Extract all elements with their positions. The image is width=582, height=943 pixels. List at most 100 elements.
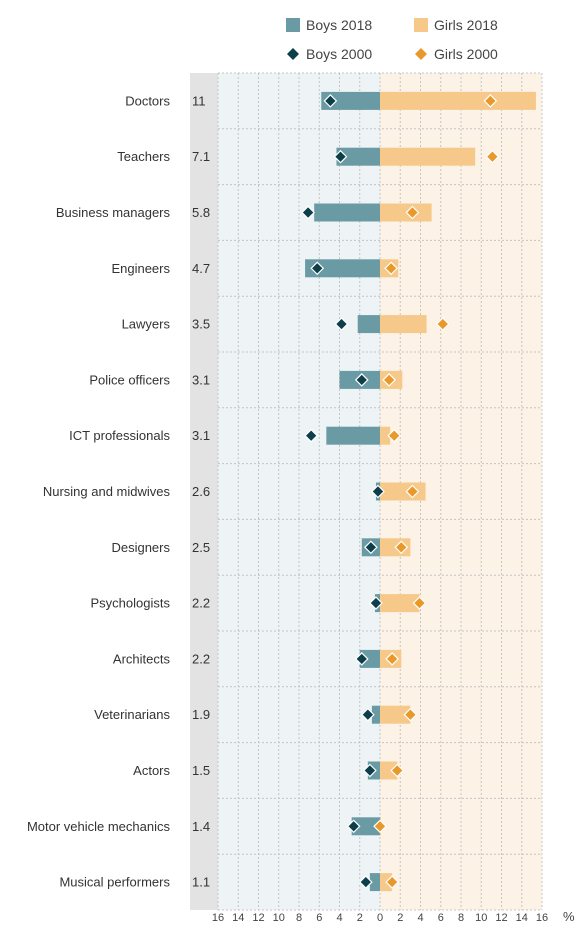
bar-girls-2018 [380, 705, 411, 724]
category-labels: Doctors Teachers Business managers Engineer… [27, 93, 171, 889]
total-label: 3.5 [192, 317, 210, 332]
bar-girls-2018 [380, 315, 427, 334]
x-tick-label: 6 [316, 912, 322, 924]
marker-girls-2000 [390, 763, 405, 778]
legend-label-girls-2018: Girls 2018 [434, 17, 498, 33]
bar-boys-2018 [305, 259, 380, 278]
x-tick-label: 2 [397, 912, 403, 924]
legend-swatch-girls-2018 [414, 18, 428, 32]
legend-label-girls-2000: Girls 2000 [434, 46, 498, 62]
total-label: 5.8 [192, 205, 210, 220]
bar-boys-2018 [371, 705, 380, 724]
marker-girls-2000 [435, 317, 450, 331]
marker-boys-2000 [310, 261, 325, 276]
marker-boys-2000 [371, 484, 385, 499]
legend-swatch-boys-2018 [286, 18, 300, 32]
legend-label-boys-2000: Boys 2000 [306, 46, 372, 62]
plot-backgrounds [190, 73, 542, 910]
total-label: 1.4 [192, 819, 210, 834]
bar-boys-2018 [326, 426, 380, 445]
total-label: 2.2 [192, 651, 210, 666]
marker-girls-2000 [485, 149, 500, 164]
bar-girls-2018 [380, 147, 476, 166]
marker-girls-2000 [384, 261, 398, 276]
marker-girls-2000 [483, 94, 498, 108]
category-label: Engineers [111, 261, 170, 276]
marker-girls-2000 [385, 875, 399, 889]
category-label: Architects [113, 651, 171, 666]
label-column-background [190, 73, 218, 910]
marker-boys-2000 [354, 373, 369, 387]
x-tick-label: 8 [296, 912, 302, 924]
bar-boys-2018 [314, 203, 380, 222]
x-tick-label: 4 [417, 912, 423, 924]
bar-girls-2018 [380, 91, 536, 110]
category-label: Veterinarians [94, 707, 170, 722]
marker-girls-2000 [412, 596, 427, 610]
total-label: 2.2 [192, 596, 210, 611]
total-label: 3.1 [192, 372, 210, 387]
category-label: ICT professionals [69, 428, 170, 443]
marker-girls-2000 [405, 205, 420, 220]
x-tick-label: 10 [475, 912, 487, 924]
bars [305, 91, 536, 892]
legend-marker-girls-2000 [415, 48, 427, 60]
marker-boys-2000 [333, 149, 348, 164]
total-label: 1.9 [192, 707, 210, 722]
total-label: 3.1 [192, 428, 210, 443]
marker-boys-2000 [361, 707, 375, 722]
x-tick-label: 10 [273, 912, 285, 924]
category-label: Teachers [117, 149, 170, 164]
x-tick-label: 16 [536, 912, 548, 924]
marker-boys-2000 [323, 94, 338, 108]
category-label: Doctors [125, 93, 170, 108]
x-tick-label: 14 [516, 912, 528, 924]
category-label: Lawyers [122, 317, 171, 332]
category-label: Nursing and midwives [43, 484, 171, 499]
total-label: 11 [192, 93, 206, 108]
x-tick-label: 0 [377, 912, 383, 924]
marker-boys-2000 [369, 596, 383, 610]
x-tick-label: 16 [212, 912, 224, 924]
marker-girls-2000 [387, 428, 402, 443]
bar-boys-2018 [369, 873, 380, 892]
category-label: Business managers [56, 205, 171, 220]
markers [301, 94, 500, 889]
bar-girls-2018 [380, 594, 420, 613]
x-tick-label: 12 [252, 912, 264, 924]
marker-girls-2000 [405, 484, 420, 499]
category-label: Actors [133, 763, 170, 778]
x-tick-label: 14 [232, 912, 244, 924]
legend-label-boys-2018: Boys 2018 [306, 17, 372, 33]
x-tick-label: 4 [336, 912, 342, 924]
bar-boys-2018 [357, 315, 380, 334]
marker-boys-2000 [364, 540, 378, 555]
category-label: Designers [111, 540, 170, 555]
total-label: 2.6 [192, 484, 210, 499]
marker-boys-2000 [304, 428, 318, 443]
x-axis-ticks: 16 14 12 10 8 6 4 2 0 2 4 6 8 10 12 14 16 [212, 912, 548, 924]
total-label: 2.5 [192, 540, 210, 555]
bar-boys-2018 [351, 817, 380, 836]
x-tick-label: 2 [357, 912, 363, 924]
marker-girls-2000 [382, 373, 396, 387]
bar-boys-2018 [359, 649, 380, 668]
marker-girls-2000 [394, 540, 409, 555]
x-tick-label: 8 [458, 912, 464, 924]
bar-boys-2018 [336, 147, 380, 166]
x-axis-unit: % [563, 909, 575, 924]
category-label: Musical performers [59, 875, 170, 890]
marker-boys-2000 [346, 819, 361, 834]
marker-girls-2000 [385, 652, 399, 666]
x-tick-label: 6 [438, 912, 444, 924]
marker-boys-2000 [358, 875, 373, 889]
category-label: Motor vehicle mechanics [27, 819, 171, 834]
grid-lines [217, 72, 543, 911]
category-label: Psychologists [91, 596, 171, 611]
x-tick-label: 12 [495, 912, 507, 924]
marker-boys-2000 [354, 652, 369, 666]
bar-girls-2018 [380, 761, 398, 780]
marker-boys-2000 [334, 317, 349, 331]
marker-boys-2000 [301, 205, 315, 220]
